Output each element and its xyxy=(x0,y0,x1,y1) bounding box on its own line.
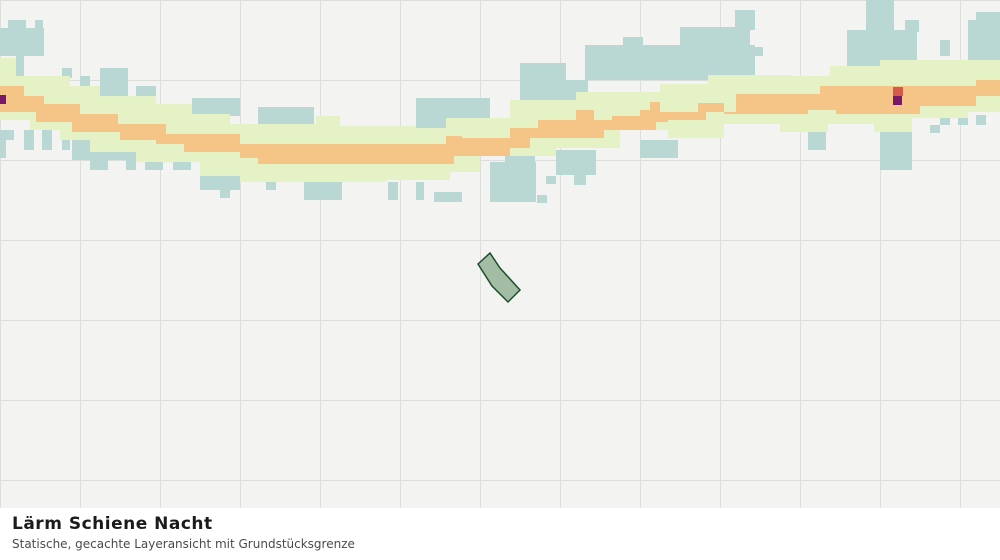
noise-very-high-zone xyxy=(893,87,903,96)
layer-title: Lärm Schiene Nacht xyxy=(12,514,213,534)
noise-extreme-zone xyxy=(893,96,902,105)
noise-extreme-zone xyxy=(0,95,6,104)
parcel-boundary[interactable] xyxy=(477,251,522,304)
noise-low-zone xyxy=(0,0,1000,203)
footer xyxy=(0,508,1000,560)
noise-high-zone xyxy=(0,80,1000,164)
layer-subtitle: Statische, gecachte Layeransicht mit Gru… xyxy=(12,537,355,551)
map-grid xyxy=(0,0,1000,508)
